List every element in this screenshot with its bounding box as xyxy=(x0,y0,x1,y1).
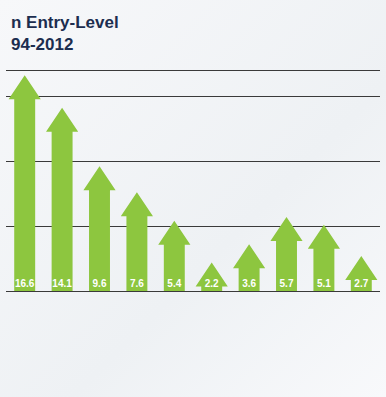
svg-text:5.1: 5.1 xyxy=(317,278,331,289)
svg-text:14.1: 14.1 xyxy=(52,278,72,289)
svg-text:7.6: 7.6 xyxy=(130,278,144,289)
svg-text:94-2012: 94-2012 xyxy=(11,35,73,54)
svg-text:5.7: 5.7 xyxy=(280,278,294,289)
svg-text:2.2: 2.2 xyxy=(205,278,219,289)
svg-text:16.6: 16.6 xyxy=(15,278,35,289)
svg-text:n Entry-Level: n Entry-Level xyxy=(11,13,119,32)
svg-text:9.6: 9.6 xyxy=(93,278,107,289)
svg-text:3.6: 3.6 xyxy=(242,278,256,289)
svg-text:5.4: 5.4 xyxy=(167,278,181,289)
svg-text:2.7: 2.7 xyxy=(354,278,368,289)
